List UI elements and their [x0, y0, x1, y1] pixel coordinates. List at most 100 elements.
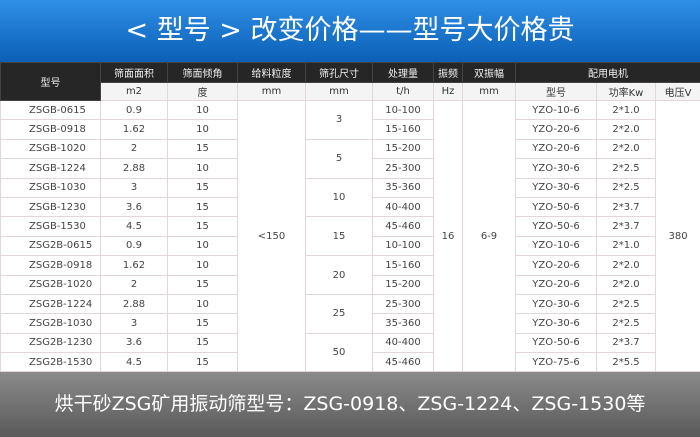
angle-cell: 15 [167, 177, 238, 198]
header-cell: 筛面面积 [100, 62, 168, 83]
throughput-cell: 15-200 [372, 138, 434, 160]
data-row: ZSGB-1230 3.6 15 40-400 YZO-50-6 2*3.7 [0, 196, 700, 218]
power-cell: 2*2.5 [596, 313, 656, 334]
motor-cell: YZO-30-6 [515, 158, 597, 179]
data-row: ZSGB-0615 0.9 10 <150 3 10-100 16 6-9 YZO-10-6 2*… [0, 99, 700, 373]
area-cell: 2.88 [100, 158, 168, 179]
area-cell: 3 [100, 177, 168, 198]
angle-cell: 10 [167, 235, 238, 257]
spec-table: 型号 筛面面积 筛面倾角 给料粒度 筛孔尺寸 处理量 振频 双振幅 配用电机 m2 度 mm mm t/h… [0, 62, 700, 373]
power-cell: 2*2.0 [596, 255, 656, 276]
power-cell: 2*2.5 [596, 158, 656, 179]
model-cell: ZSG2B-1020 [0, 274, 101, 295]
power-cell: 2*5.5 [596, 352, 656, 373]
throughput-cell: 15-160 [372, 255, 434, 276]
header-cell: 双振幅 [462, 62, 516, 83]
area-cell: 2.88 [100, 293, 168, 315]
header-cell: 给料粒度 [237, 62, 306, 83]
angle-cell: 10 [167, 255, 238, 276]
area-cell: 3 [100, 313, 168, 334]
sieve-cell: 20 [305, 255, 373, 295]
throughput-cell: 35-360 [372, 313, 434, 334]
throughput-cell: 25-300 [372, 293, 434, 315]
angle-cell: 15 [167, 196, 238, 218]
throughput-cell: 45-460 [372, 216, 434, 237]
area-cell: 0.9 [100, 99, 168, 121]
angle-cell: 15 [167, 313, 238, 334]
model-cell: ZSG2B-0615 [0, 235, 101, 257]
area-cell: 4.5 [100, 216, 168, 237]
unit-cell: mm [305, 82, 373, 101]
unit-cell: m2 [100, 82, 168, 101]
motor-cell: YZO-20-6 [515, 274, 597, 295]
sieve-cell: 50 [305, 332, 373, 373]
area-cell: 0.9 [100, 235, 168, 257]
sieve-cell: 10 [305, 177, 373, 218]
unit-cell: 型号 [515, 82, 597, 101]
throughput-cell: 40-400 [372, 332, 434, 354]
motor-cell: YZO-75-6 [515, 352, 597, 373]
header-cell: 振频 [433, 62, 463, 83]
angle-cell: 10 [167, 99, 238, 121]
model-cell: ZSG2B-1030 [0, 313, 101, 334]
model-cell: ZSGB-0615 [0, 99, 101, 121]
title-banner: < 型号 > 改变价格——型号大价格贵 [0, 0, 700, 62]
motor-cell: YZO-30-6 [515, 313, 597, 334]
area-cell: 3.6 [100, 196, 168, 218]
throughput-cell: 35-360 [372, 177, 434, 198]
sieve-cell: 5 [305, 138, 373, 179]
model-cell: ZSG2B-0918 [0, 255, 101, 276]
data-row: ZSG2B-1230 3.6 15 50 40-400 YZO-50-6 2*3.7 [0, 332, 700, 373]
data-row: ZSG2B-0615 0.9 10 10-100 YZO-10-6 2*1.0 [0, 235, 700, 257]
header-row: m2 度 mm mm t/h Hz mm 型号 功率Kw 电压V [1, 82, 700, 101]
motor-cell: YZO-10-6 [515, 99, 597, 121]
model-cell: ZSGB-0918 [0, 119, 101, 140]
data-row: ZSGB-0918 1.62 10 15-160 YZO-20-6 2*2.0 [0, 119, 700, 140]
area-cell: 1.62 [100, 119, 168, 140]
model-cell: ZSGB-1230 [0, 196, 101, 218]
header-cell: 筛孔尺寸 [305, 62, 373, 83]
data-row: ZSGB-1530 4.5 15 15 45-460 YZO-50-6 2*3.7 [0, 216, 700, 257]
unit-cell: 度 [167, 82, 238, 101]
data-row: ZSGB-1020 2 15 5 15-200 YZO-20-6 2*2.0 [0, 138, 700, 179]
motor-cell: YZO-50-6 [515, 332, 597, 354]
voltage-cell: 380 [654, 99, 700, 373]
motor-cell: YZO-30-6 [515, 177, 597, 198]
motor-cell: YZO-10-6 [515, 235, 597, 257]
power-cell: 2*3.7 [596, 216, 656, 237]
header-row: 型号 筛面面积 筛面倾角 给料粒度 筛孔尺寸 处理量 振频 双振幅 配用电机 [0, 62, 700, 101]
frequency-cell: 16 [433, 99, 463, 373]
power-cell: 2*3.7 [596, 196, 656, 218]
unit-cell: Hz [433, 82, 463, 101]
angle-cell: 15 [167, 138, 238, 160]
area-cell: 2 [100, 138, 168, 160]
unit-cell: 电压V [654, 82, 700, 101]
motor-cell: YZO-30-6 [515, 293, 597, 315]
angle-cell: 10 [167, 119, 238, 140]
angle-cell: 10 [167, 158, 238, 179]
sieve-cell: 25 [305, 293, 373, 334]
motor-cell: YZO-50-6 [515, 216, 597, 237]
angle-cell: 15 [167, 274, 238, 295]
power-cell: 2*1.0 [596, 99, 656, 121]
area-cell: 2 [100, 274, 168, 295]
model-cell: ZSGB-1224 [0, 158, 101, 179]
angle-cell: 15 [167, 332, 238, 354]
model-cell: ZSGB-1530 [0, 216, 101, 237]
sieve-cell: 15 [305, 216, 373, 257]
unit-cell: 功率Kw [596, 82, 656, 101]
angle-cell: 10 [167, 293, 238, 315]
unit-cell: t/h [372, 82, 434, 101]
data-row: ZSG2B-1020 2 15 15-200 YZO-20-6 2*2.0 [0, 274, 700, 295]
data-row: ZSGB-1030 3 15 10 35-360 YZO-30-6 2*2.5 [0, 177, 700, 218]
unit-cell: mm [462, 82, 516, 101]
motor-cell: YZO-20-6 [515, 119, 597, 140]
unit-cell: mm [237, 82, 306, 101]
data-row: ZSG2B-1030 3 15 35-360 YZO-30-6 2*2.5 [0, 313, 700, 334]
data-row: ZSG2B-0918 1.62 10 20 15-160 YZO-20-6 2*2.0 [0, 255, 700, 295]
area-cell: 3.6 [100, 332, 168, 354]
data-row: ZSG2B-1224 2.88 10 25 25-300 YZO-30-6 2*2.5 [0, 293, 700, 334]
model-cell: ZSGB-1030 [0, 177, 101, 198]
amplitude-cell: 6-9 [462, 99, 516, 373]
